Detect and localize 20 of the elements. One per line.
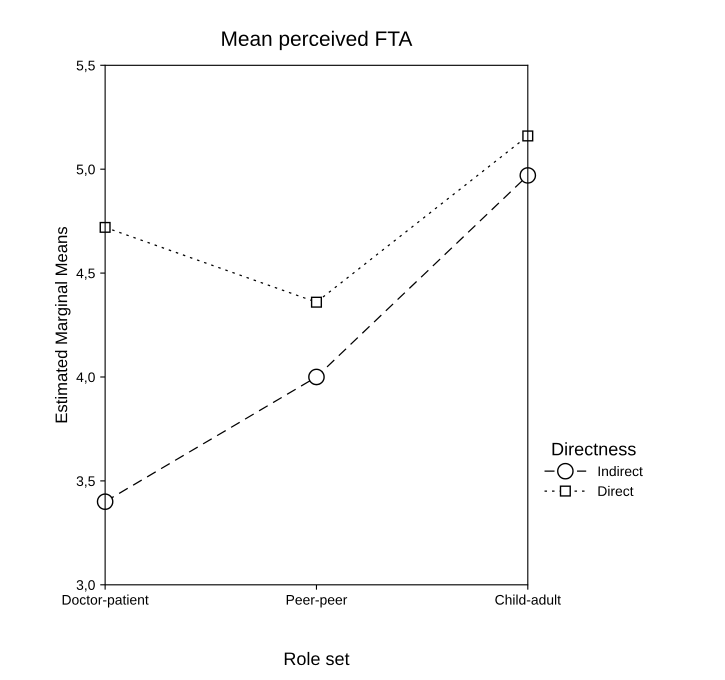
y-tick-label: 3,5 xyxy=(76,476,95,488)
y-tick-label: 4,5 xyxy=(76,268,95,280)
y-tick-label: 3,0 xyxy=(76,580,95,592)
legend-label: Indirect xyxy=(598,466,643,476)
legend-title: Directness xyxy=(552,442,636,456)
x-tick-label: Peer-peer xyxy=(286,595,348,608)
y-tick-label: 5,0 xyxy=(76,164,95,176)
y-tick-label: 4,0 xyxy=(76,372,95,384)
point xyxy=(96,493,114,510)
legend-label: Direct xyxy=(598,486,634,496)
x-tick-label: Doctor-patient xyxy=(62,594,149,608)
x-tick-label: Child-adult xyxy=(495,594,561,605)
point xyxy=(308,368,325,386)
chart-title: Mean perceived FTA xyxy=(222,30,412,50)
y-tick-label: 5,5 xyxy=(76,60,95,72)
x-axis-title: Role set xyxy=(284,652,350,666)
point xyxy=(522,130,534,142)
point xyxy=(100,222,111,233)
y-axis-title: Estimated Marginal Means xyxy=(55,226,71,422)
point xyxy=(310,296,322,308)
